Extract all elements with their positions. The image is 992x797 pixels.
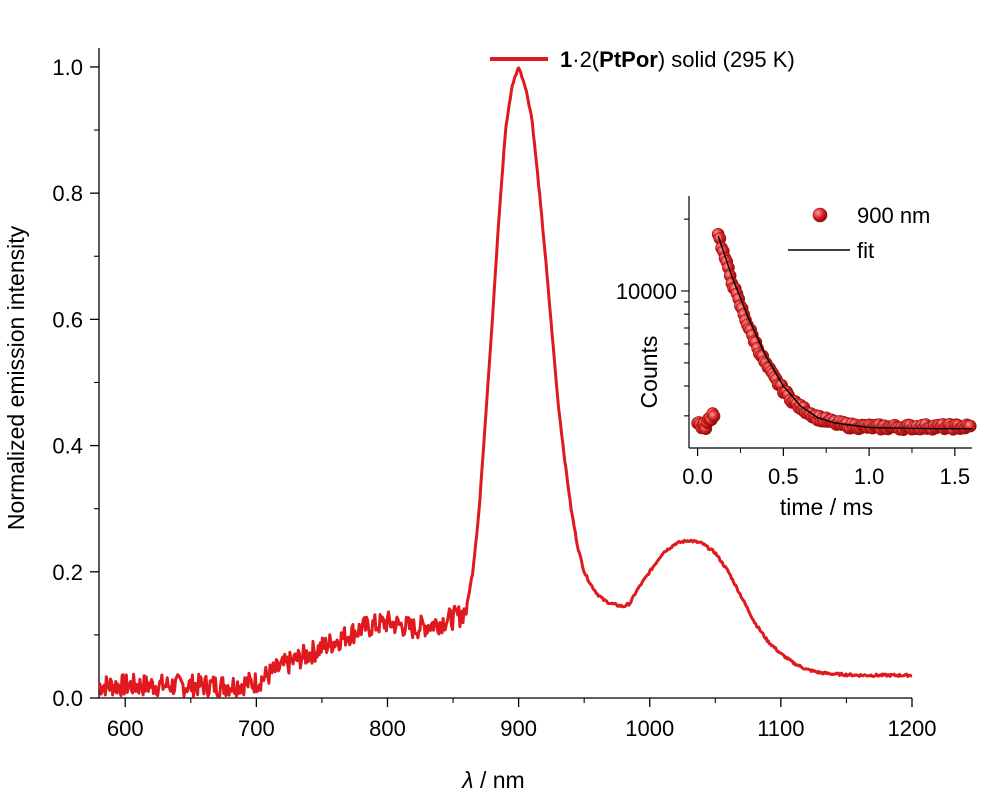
x-tick-label: 1000 bbox=[625, 716, 674, 741]
inset-x-tick-label: 1.5 bbox=[940, 464, 971, 489]
legend-bold-1: 1 bbox=[560, 47, 572, 72]
x-tick-label: 600 bbox=[107, 716, 144, 741]
x-axis-symbol: λ bbox=[460, 767, 473, 793]
inset-legend-fit-label: fit bbox=[857, 238, 874, 263]
y-tick-label: 0.8 bbox=[52, 181, 83, 206]
y-axis-title: Normalized emission intensity bbox=[3, 225, 29, 530]
fit-line bbox=[717, 235, 972, 430]
decay-point bbox=[707, 409, 721, 423]
legend-mid: ·2( bbox=[572, 47, 600, 72]
x-axis-title: λ / nm bbox=[460, 767, 524, 793]
legend-label: 1·2(PtPor) solid (295 K) bbox=[560, 47, 795, 72]
y-tick-label: 0.0 bbox=[52, 686, 83, 711]
inset-legend-point-swatch bbox=[812, 207, 828, 223]
x-tick-label: 900 bbox=[500, 716, 537, 741]
x-tick-label: 1100 bbox=[757, 716, 804, 741]
y-tick-label: 0.4 bbox=[52, 434, 83, 459]
x-tick-label: 1200 bbox=[888, 716, 937, 741]
x-tick-label: 700 bbox=[238, 716, 275, 741]
legend-bold-2: PtPor bbox=[599, 47, 658, 72]
inset-y-axis-title: Counts bbox=[636, 336, 662, 409]
inset-x-tick-label: 0.5 bbox=[768, 464, 799, 489]
legend-suffix: ) solid (295 K) bbox=[658, 47, 795, 72]
spectrum-line bbox=[97, 66, 913, 699]
inset-x-axis-title: time / ms bbox=[780, 494, 873, 520]
y-tick-label: 0.2 bbox=[52, 560, 83, 585]
inset-x-tick-label: 1.0 bbox=[854, 464, 885, 489]
x-axis-unit: / nm bbox=[474, 767, 525, 793]
inset-chart: 10000 0.0 0.5 1.0 1.5 time / ms Counts 900 nm fi… bbox=[616, 196, 977, 520]
x-tick-label: 800 bbox=[369, 716, 406, 741]
y-tick-label: 1.0 bbox=[52, 55, 83, 80]
inset-legend-points-label: 900 nm bbox=[857, 203, 930, 228]
y-tick-label: 0.6 bbox=[52, 307, 83, 332]
decay-point bbox=[963, 419, 977, 433]
inset-y-tick-label: 10000 bbox=[616, 279, 677, 304]
main-chart: 0.0 0.2 0.4 0.6 0.8 1.0 600 700 800 900 1000 1100 12… bbox=[3, 47, 936, 793]
inset-x-tick-label: 0.0 bbox=[682, 464, 713, 489]
